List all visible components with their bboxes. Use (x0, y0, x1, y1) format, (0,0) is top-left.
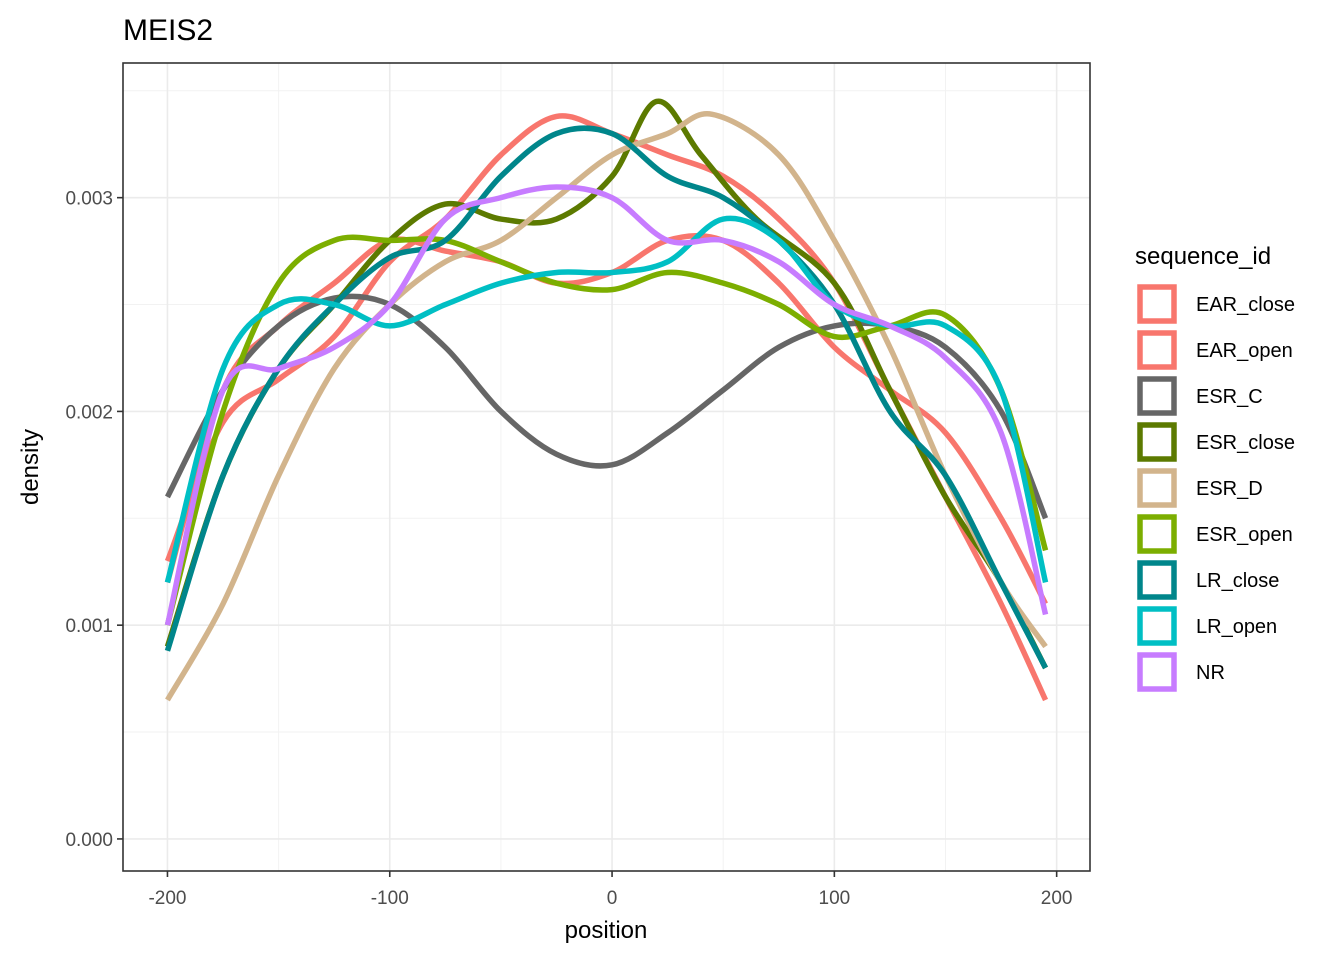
legend-label: LR_open (1196, 616, 1277, 638)
legend-label: EAR_open (1196, 340, 1293, 362)
legend-key-lr-open (1137, 606, 1177, 646)
series-line-esr-open (164, 234, 1049, 626)
legend-label: ESR_D (1196, 478, 1263, 500)
legend-key-esr-d (1137, 468, 1177, 508)
legend-label: ESR_C (1196, 386, 1263, 408)
y-tick-label: 0.001 (65, 616, 113, 637)
legend-label: LR_close (1196, 570, 1279, 592)
legend-key-ear-close (1137, 284, 1177, 324)
series-line-lr-close (164, 125, 1048, 670)
legend-key-esr-c (1137, 376, 1177, 416)
legend-label: ESR_open (1196, 524, 1293, 546)
x-tick-label: 0 (607, 888, 618, 909)
series-line-nr (164, 184, 1049, 626)
legend-key-esr-open (1137, 514, 1177, 554)
legend-label: NR (1196, 662, 1225, 684)
legend-key-lr-close (1137, 560, 1177, 600)
legend-key-esr-close (1137, 422, 1177, 462)
series-lines (164, 98, 1049, 702)
legend: EAR_close EAR_open ESR_C ESR_close ESR_D ESR_… (1137, 284, 1295, 692)
series-line-esr-c (165, 293, 1049, 520)
y-axis-title: density (17, 429, 44, 505)
y-tick-label: 0.000 (65, 830, 113, 851)
legend-label: ESR_close (1196, 432, 1295, 454)
x-tick-label: 100 (819, 888, 851, 909)
y-tick-label: 0.002 (65, 402, 113, 423)
chart-title: MEIS2 (123, 14, 213, 47)
series-line-esr-d (165, 111, 1048, 702)
legend-key-nr (1137, 652, 1177, 692)
y-tick-label: 0.003 (65, 189, 113, 210)
x-tick-label: 200 (1041, 888, 1073, 909)
x-tick-label: -200 (148, 888, 186, 909)
legend-title: sequence_id (1135, 243, 1271, 270)
y-axis: 0.000 0.001 0.002 0.003 (65, 189, 123, 851)
legend-key-ear-open (1137, 330, 1177, 370)
x-axis-title: position (565, 917, 648, 944)
plot-border (122, 62, 1091, 872)
series-line-lr-open (164, 215, 1049, 584)
x-tick-label: -100 (371, 888, 409, 909)
x-axis: -200 -100 0 100 200 (148, 871, 1073, 909)
legend-label: EAR_close (1196, 294, 1295, 316)
